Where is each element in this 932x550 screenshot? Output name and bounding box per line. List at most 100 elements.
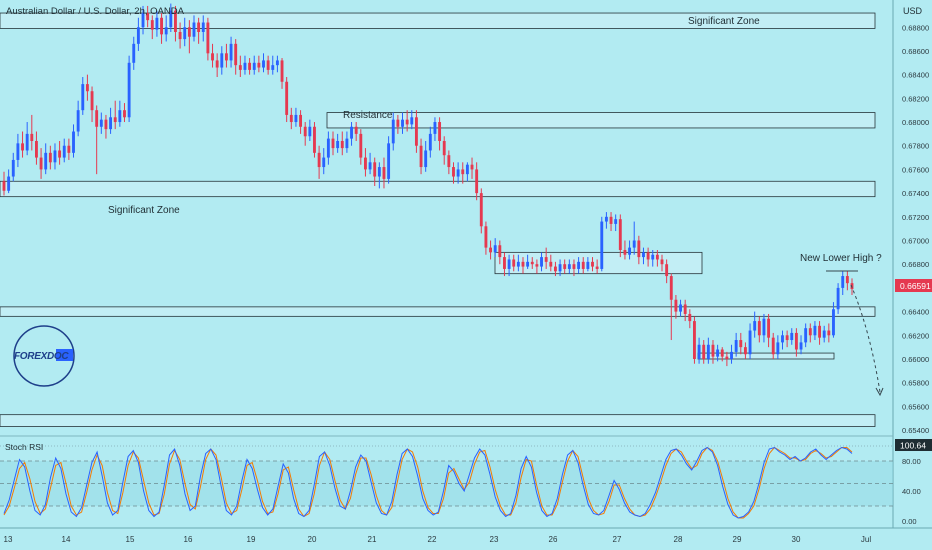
candle	[391, 112, 395, 151]
candle	[197, 17, 201, 44]
candle	[146, 5, 150, 28]
logo-text: FOREXDOC	[14, 351, 69, 362]
candle	[178, 22, 182, 49]
candle	[220, 46, 224, 75]
zone-box	[0, 414, 876, 427]
candle	[136, 17, 140, 51]
currency-label[interactable]: USD	[903, 6, 923, 16]
candle	[461, 162, 465, 184]
candle	[516, 254, 520, 272]
stoch-rsi-pane: 0.00 40.00 80.00	[0, 445, 921, 526]
price-tick-label: 0.66000	[902, 355, 929, 364]
candle	[808, 323, 812, 343]
price-tick-label: 0.68400	[902, 71, 929, 80]
candle	[419, 138, 423, 175]
stoch-rsi-k-line	[3, 446, 853, 519]
candle	[642, 247, 645, 265]
candle	[294, 107, 298, 127]
candle	[447, 150, 451, 175]
candle	[781, 330, 784, 350]
candle	[317, 145, 321, 179]
candle	[215, 53, 219, 78]
price-tick-label: 0.67000	[902, 237, 929, 246]
candle	[785, 330, 789, 348]
chart-title: Australian Dollar / U.S. Dollar, 2h, OAN…	[6, 6, 185, 17]
candle	[109, 107, 113, 134]
candle	[739, 332, 743, 355]
candle	[382, 157, 386, 189]
candle	[44, 143, 48, 175]
candle	[21, 131, 24, 158]
zones-layer: Significant Zone Resistance Significant Zo…	[0, 12, 876, 427]
candle	[350, 122, 353, 146]
candle	[248, 58, 252, 75]
candle	[238, 55, 242, 78]
candle	[475, 162, 479, 201]
time-axis[interactable]: 13 14 15 16 19 20 21 22 23 26 27 28 29 30 Jul	[4, 535, 872, 544]
candle	[544, 247, 548, 269]
candle	[767, 313, 771, 348]
candle	[526, 254, 530, 269]
time-tick-label: 21	[368, 535, 377, 544]
price-tick-label: 0.66800	[902, 260, 929, 269]
price-tick-label: 0.67600	[902, 165, 929, 174]
candle	[428, 126, 432, 158]
candle	[553, 261, 557, 277]
price-tick-label: 0.68200	[902, 94, 929, 103]
candle	[271, 55, 275, 75]
price-tick-label: 0.67200	[902, 213, 929, 222]
candle	[563, 259, 567, 274]
candle	[127, 55, 131, 123]
candle	[632, 221, 636, 255]
candle	[303, 122, 307, 146]
candle	[484, 221, 488, 255]
candle	[442, 136, 446, 165]
candle	[81, 77, 85, 115]
candle	[183, 17, 187, 47]
indicator-label[interactable]: Stoch RSI	[5, 442, 43, 452]
candle	[762, 313, 766, 343]
candle	[76, 100, 80, 137]
candle	[160, 13, 163, 44]
candle	[322, 148, 326, 175]
candle	[693, 316, 696, 364]
candle	[313, 122, 316, 158]
candle	[614, 214, 618, 232]
projection-arrowhead	[875, 387, 884, 397]
candle	[150, 15, 154, 40]
candle	[35, 131, 38, 165]
candle	[697, 337, 701, 364]
candle	[479, 188, 483, 234]
candle	[11, 152, 15, 182]
candle	[113, 100, 117, 130]
time-tick-label: 26	[549, 535, 558, 544]
candle	[299, 110, 303, 134]
candle	[164, 15, 168, 42]
time-tick-label: 15	[126, 535, 135, 544]
current-price-tag	[895, 279, 932, 292]
candle	[30, 114, 34, 151]
candle	[67, 138, 71, 160]
candles-layer	[2, 3, 854, 367]
candle	[822, 325, 826, 343]
candle	[702, 340, 706, 364]
candle	[521, 257, 525, 274]
candle	[720, 347, 724, 362]
candle	[39, 148, 43, 179]
time-tick-label: 20	[308, 535, 317, 544]
candle	[567, 259, 571, 274]
candle	[285, 77, 289, 123]
candle	[336, 133, 340, 153]
candle	[794, 328, 798, 357]
stoch-rsi-d-line	[3, 446, 853, 519]
time-tick-label: 16	[184, 535, 193, 544]
candle	[340, 131, 344, 156]
candle	[679, 299, 682, 317]
indicator-value: 100.64	[900, 441, 926, 451]
time-tick-label: 14	[62, 535, 71, 544]
candle	[95, 105, 99, 175]
candle	[275, 55, 279, 73]
candle	[289, 107, 293, 130]
